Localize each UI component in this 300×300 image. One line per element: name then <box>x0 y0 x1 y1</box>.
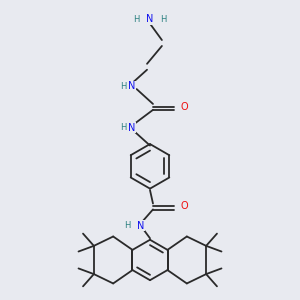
Text: O: O <box>180 102 188 112</box>
Text: H: H <box>120 123 126 132</box>
Text: N: N <box>128 81 136 91</box>
Text: H: H <box>120 82 126 91</box>
Text: O: O <box>180 202 188 212</box>
Text: H: H <box>124 221 131 230</box>
Text: N: N <box>128 123 136 133</box>
Text: N: N <box>146 14 154 24</box>
Text: H: H <box>134 15 140 24</box>
Text: N: N <box>137 221 145 231</box>
Text: H: H <box>160 15 167 24</box>
